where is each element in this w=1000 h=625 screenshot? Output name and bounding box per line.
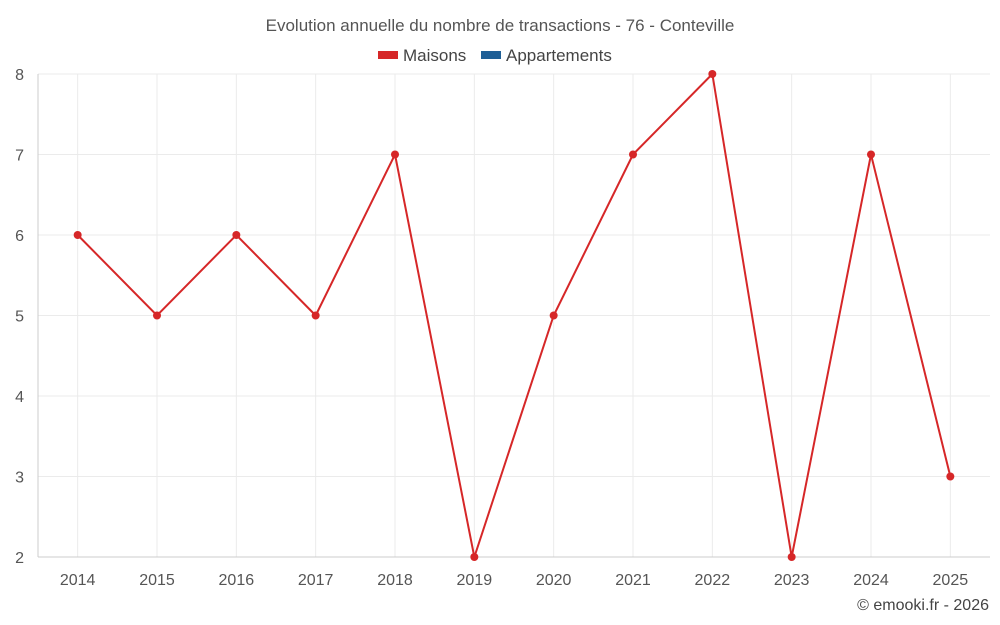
data-point[interactable]	[708, 70, 717, 78]
legend: Maisons Appartements	[378, 46, 612, 65]
data-point[interactable]	[232, 231, 241, 239]
data-point[interactable]	[946, 472, 955, 481]
data-point[interactable]	[73, 231, 82, 239]
x-tick-label: 2025	[933, 572, 969, 589]
data-point[interactable]	[391, 150, 399, 159]
data-point[interactable]	[153, 311, 161, 320]
data-point[interactable]	[867, 150, 875, 159]
chart-title: Evolution annuelle du nombre de transact…	[266, 16, 735, 35]
x-tick-label: 2016	[219, 572, 255, 589]
x-tick-label: 2024	[853, 572, 889, 589]
data-point[interactable]	[470, 553, 479, 561]
series-maisons-points	[73, 70, 955, 561]
y-tick-label: 4	[15, 389, 24, 406]
x-tick-label: 2015	[139, 572, 175, 589]
y-tick-label: 3	[15, 470, 24, 487]
x-tick-label: 2018	[377, 572, 413, 589]
legend-item-appartements[interactable]: Appartements	[481, 46, 612, 65]
y-tick-label: 2	[15, 550, 24, 567]
legend-label-maisons: Maisons	[403, 46, 466, 65]
y-tick-label: 7	[15, 148, 24, 165]
x-tick-label: 2019	[457, 572, 493, 589]
x-tick-label: 2023	[774, 572, 810, 589]
x-tick-label: 2014	[60, 572, 96, 589]
series-line-maisons	[76, 71, 952, 561]
gridlines	[38, 73, 990, 558]
data-point[interactable]	[549, 311, 558, 320]
legend-swatch-maisons	[378, 51, 398, 59]
series-maisons	[76, 71, 952, 561]
credit-text: © emooki.fr - 2026	[857, 597, 989, 614]
legend-swatch-appartements	[481, 51, 501, 59]
x-tick-label: 2021	[615, 572, 651, 589]
x-tick-label: 2022	[695, 572, 731, 589]
y-tick-label: 5	[15, 309, 24, 326]
legend-item-maisons[interactable]: Maisons	[378, 46, 466, 65]
x-tick-label: 2017	[298, 572, 334, 589]
data-point[interactable]	[629, 150, 637, 159]
data-point[interactable]	[311, 311, 320, 320]
x-tick-label: 2020	[536, 572, 572, 589]
legend-label-appartements: Appartements	[506, 46, 612, 65]
axes: 2 3 4 5 6 7 8 2014 2015 2016 2017 2018 2019 2020 2021 2…	[15, 67, 990, 589]
y-tick-label: 8	[15, 67, 24, 84]
data-point[interactable]	[787, 553, 796, 561]
y-tick-label: 6	[15, 228, 24, 245]
